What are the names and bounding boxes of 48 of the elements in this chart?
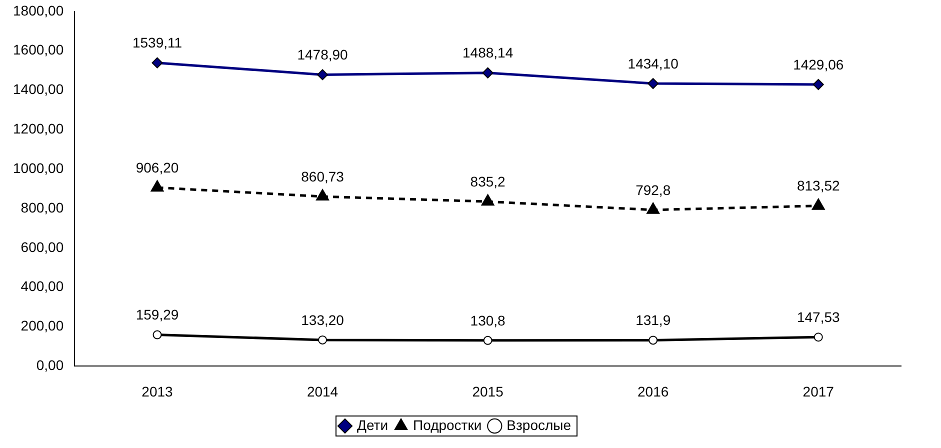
point [150, 180, 164, 192]
y-tick-label: 1800,00 [12, 2, 64, 18]
x-tick-label: 2013 [142, 383, 174, 400]
y-tick-label: 800,00 [20, 199, 64, 216]
point [646, 202, 660, 214]
data-label: 835,2 [470, 173, 506, 190]
point [483, 336, 492, 345]
y-tick-label: 0,00 [36, 357, 64, 374]
data-label: 813,52 [796, 178, 840, 194]
data-label: 1539,11 [132, 34, 182, 51]
data-label: 131,9 [636, 312, 671, 328]
y-tick-label: 600,00 [20, 238, 64, 255]
data-label: 147,53 [796, 308, 840, 325]
y-tick-label: 400,00 [20, 278, 64, 294]
y-tick-label: 1200,00 [12, 120, 64, 137]
point [317, 69, 328, 80]
data-label: 1429,06 [793, 56, 844, 72]
point [648, 78, 659, 90]
y-tick-label: 1600,00 [12, 42, 64, 58]
data-label: 860,73 [301, 168, 344, 184]
point [316, 189, 330, 201]
x-tick-label: 2017 [802, 383, 834, 400]
point [814, 332, 823, 342]
point [812, 79, 824, 90]
data-label: 133,20 [301, 312, 344, 328]
y-tick-label: 1000,00 [12, 160, 64, 176]
data-label: 1478,90 [297, 46, 348, 63]
legend-label: Взрослые [506, 416, 572, 433]
point [481, 194, 494, 206]
point [152, 330, 162, 340]
point [648, 336, 658, 345]
legend-label: Дети [356, 416, 388, 433]
point [482, 67, 494, 78]
x-tick-label: 2015 [472, 383, 504, 400]
y-tick-label: 200,00 [20, 318, 64, 334]
data-label: 130,8 [470, 312, 506, 328]
data-label: 159,29 [136, 306, 179, 323]
data-label: 792,8 [636, 182, 671, 198]
data-label: 1488,14 [462, 44, 514, 61]
point [152, 57, 163, 68]
x-tick-label: 2014 [306, 383, 338, 400]
point [812, 198, 825, 210]
data-label: 1434,10 [628, 55, 679, 72]
legend-label: Подростки [413, 416, 482, 433]
x-tick-label: 2016 [638, 383, 669, 400]
point [318, 335, 328, 344]
y-tick-label: 1400,00 [12, 81, 64, 98]
data-label: 906,20 [136, 159, 179, 176]
